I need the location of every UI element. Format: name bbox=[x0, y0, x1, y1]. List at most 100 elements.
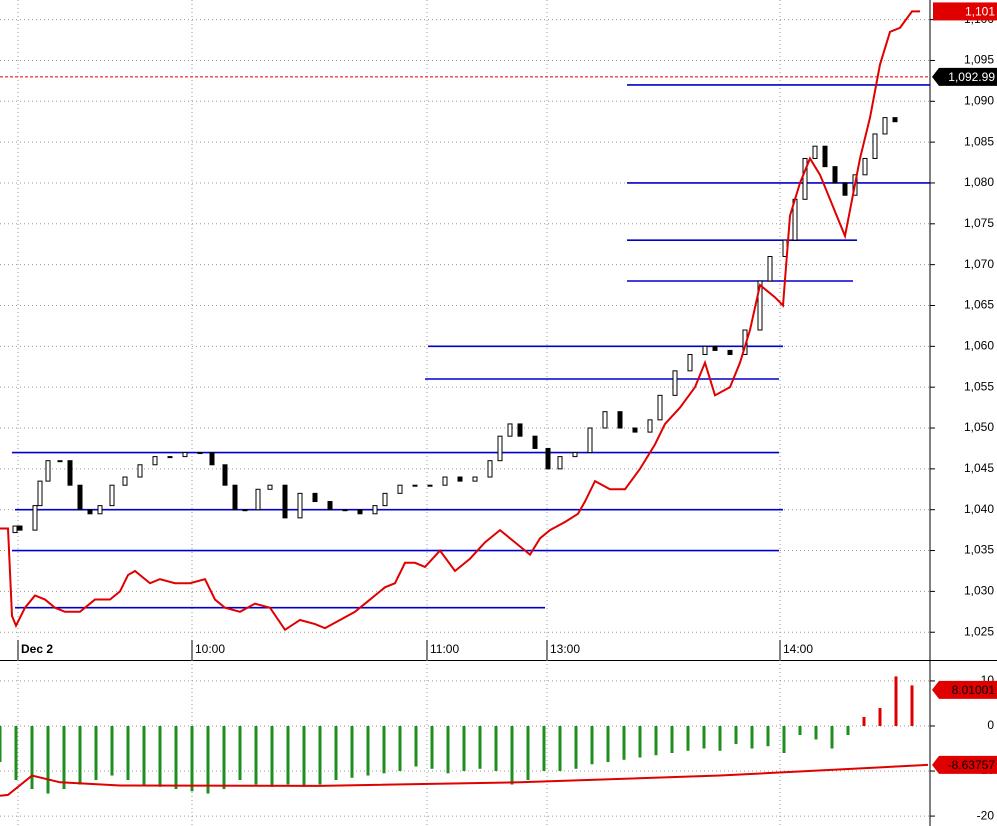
candle bbox=[87, 509, 93, 515]
candle bbox=[77, 484, 83, 511]
y-tick-label: 1,050 bbox=[964, 420, 994, 434]
histogram-bar bbox=[590, 725, 594, 765]
y-tick-label: 1,030 bbox=[964, 584, 994, 598]
candle bbox=[632, 427, 638, 433]
histogram-bar bbox=[814, 725, 818, 740]
candle bbox=[842, 182, 848, 196]
candle bbox=[587, 427, 593, 454]
histogram-bar bbox=[462, 725, 466, 772]
candle bbox=[757, 280, 763, 331]
histogram-bar bbox=[334, 725, 338, 781]
histogram-bar bbox=[878, 707, 882, 726]
candle bbox=[672, 370, 678, 396]
candle bbox=[57, 460, 63, 463]
candle bbox=[37, 480, 43, 507]
histogram-bar bbox=[222, 725, 226, 790]
histogram-bar bbox=[494, 725, 498, 772]
candle bbox=[312, 492, 318, 503]
candle bbox=[152, 456, 158, 466]
histogram-bar bbox=[686, 725, 690, 751]
histogram-bar bbox=[78, 725, 82, 785]
candle bbox=[45, 460, 51, 482]
x-tick-label: 11:00 bbox=[430, 642, 459, 656]
histogram-bar bbox=[62, 725, 66, 790]
candle bbox=[122, 476, 128, 486]
candle bbox=[327, 501, 333, 511]
y-tick-label: 1,080 bbox=[964, 175, 994, 189]
y-tick-label: 1,035 bbox=[964, 543, 994, 557]
histogram-bar bbox=[190, 725, 194, 792]
histogram-bar bbox=[238, 725, 242, 781]
y-tick-label: 1,090 bbox=[964, 93, 994, 107]
candle bbox=[267, 484, 273, 490]
overlay-price-label: 1,101 bbox=[965, 5, 995, 19]
candle bbox=[702, 345, 708, 356]
histogram-bar bbox=[30, 725, 34, 790]
histogram-bar bbox=[670, 725, 674, 754]
candle bbox=[687, 354, 693, 372]
candle bbox=[572, 452, 578, 458]
overlay-price-box bbox=[933, 2, 997, 21]
signal-line bbox=[0, 763, 929, 797]
candle bbox=[32, 505, 38, 531]
candle bbox=[382, 492, 388, 507]
candle bbox=[617, 411, 623, 429]
histogram-bar bbox=[94, 725, 98, 781]
y-tick-label: 1,095 bbox=[964, 53, 994, 67]
candle bbox=[357, 509, 363, 515]
histogram-bar bbox=[14, 725, 18, 781]
histogram-bar bbox=[350, 725, 354, 778]
histogram-bar bbox=[174, 725, 178, 790]
y-tick-label: 1,065 bbox=[964, 298, 994, 312]
candle bbox=[372, 505, 378, 515]
candle bbox=[657, 394, 663, 421]
candle bbox=[282, 484, 288, 519]
histogram-bar bbox=[414, 725, 418, 767]
histogram-bar bbox=[846, 725, 850, 735]
candle bbox=[647, 419, 653, 433]
last-price-box bbox=[932, 67, 997, 86]
candle bbox=[892, 117, 898, 123]
candle bbox=[812, 145, 818, 159]
histogram-bar bbox=[126, 725, 130, 781]
histogram-bar bbox=[654, 725, 658, 756]
histogram-bar bbox=[206, 725, 210, 794]
candle bbox=[457, 476, 463, 482]
candle bbox=[109, 484, 115, 507]
candle bbox=[767, 255, 773, 282]
y-tick-label: 1,085 bbox=[964, 134, 994, 148]
candle bbox=[507, 423, 513, 437]
histogram-bar bbox=[638, 725, 642, 758]
indicator-value-box bbox=[932, 680, 997, 699]
histogram-bar bbox=[142, 725, 146, 785]
histogram-bar bbox=[318, 725, 322, 785]
indicator-value-label: 8.01001 bbox=[952, 683, 996, 697]
x-tick-label: 14:00 bbox=[783, 642, 813, 656]
histogram-bar bbox=[734, 725, 738, 744]
candle bbox=[167, 456, 173, 459]
histogram-bar bbox=[542, 725, 546, 772]
histogram-bar bbox=[862, 716, 866, 726]
candle bbox=[197, 452, 203, 455]
histogram-bar bbox=[430, 725, 434, 769]
histogram-bar bbox=[766, 725, 770, 747]
x-tick-label: 13:00 bbox=[550, 642, 580, 656]
histogram-bar bbox=[0, 725, 2, 763]
last-price-label: 1,092.99 bbox=[948, 70, 995, 84]
histogram-bar bbox=[446, 725, 450, 774]
histogram-bar bbox=[398, 725, 402, 772]
histogram-bar bbox=[606, 725, 610, 763]
candle bbox=[412, 484, 418, 487]
candle bbox=[182, 452, 188, 458]
y-tick-label: 1,040 bbox=[964, 502, 994, 516]
histogram-bar bbox=[558, 725, 562, 772]
candle bbox=[497, 435, 503, 462]
x-tick-label: Dec 2 bbox=[21, 642, 53, 656]
x-tick-label: 10:00 bbox=[195, 642, 225, 656]
candle bbox=[67, 460, 73, 486]
y-tick-label: 1,075 bbox=[964, 216, 994, 230]
candle bbox=[832, 166, 838, 184]
histogram-bar bbox=[510, 725, 514, 785]
